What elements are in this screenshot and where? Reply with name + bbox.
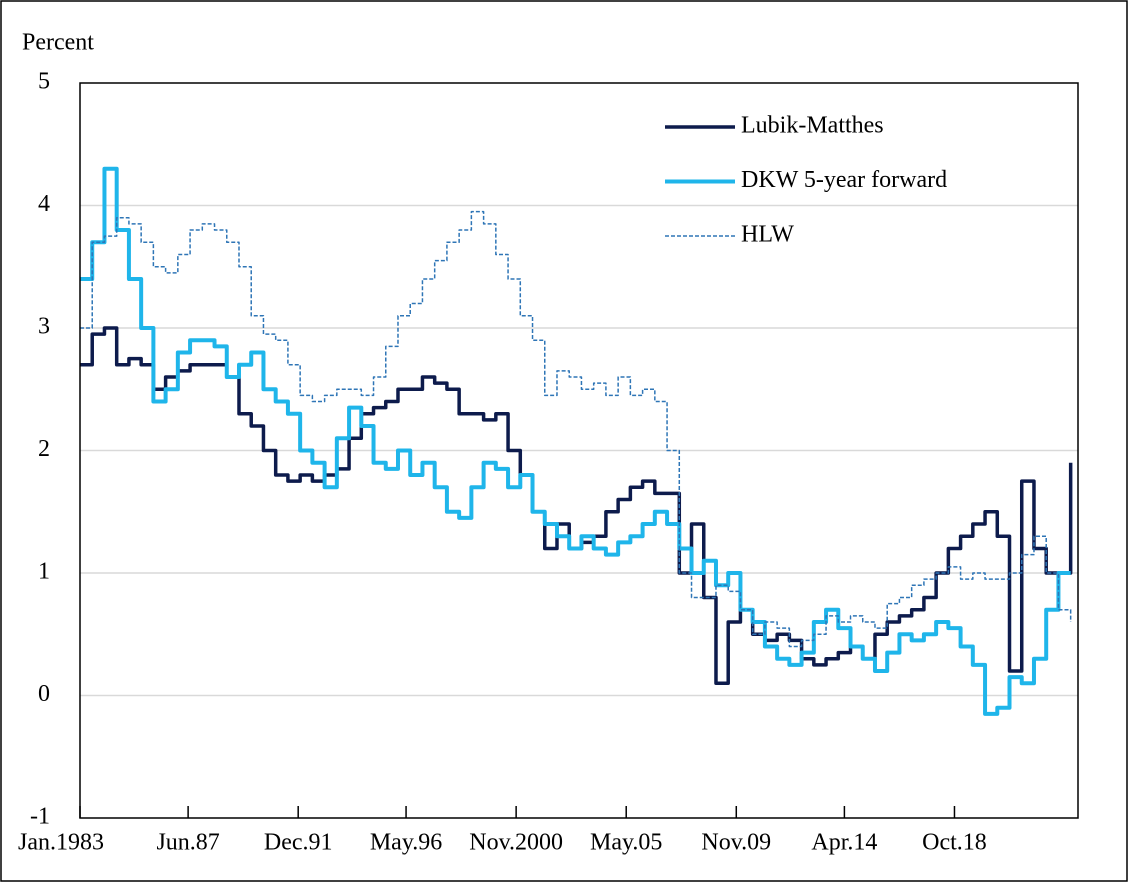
y-tick-label: -1 [30, 804, 50, 830]
y-tick-label: 1 [38, 559, 50, 585]
x-tick-label: Nov.09 [701, 830, 771, 856]
x-tick-label: Nov.2000 [469, 830, 563, 856]
y-tick-label: 2 [38, 436, 50, 462]
y-tick-label: 4 [38, 191, 50, 217]
y-tick-label: 0 [38, 681, 50, 707]
legend-label: HLW [741, 222, 794, 248]
x-tick-label: Jan.1983 [18, 830, 104, 856]
series-line [80, 166, 1071, 716]
series-line [80, 210, 1072, 648]
x-tick-label: Jun.87 [156, 830, 219, 856]
y-tick-label: 5 [38, 69, 50, 95]
legend-label: Lubik-Matthes [741, 113, 884, 139]
x-tick-label: Apr.14 [811, 830, 877, 856]
plot-frame [79, 82, 1079, 819]
legend-label: DKW 5-year forward [741, 167, 947, 193]
x-tick-label: May.96 [370, 830, 442, 856]
x-tick-label: Oct.18 [922, 830, 987, 856]
y-tick-label: 3 [38, 314, 50, 340]
y-axis-label: Percent [22, 30, 94, 56]
x-tick-label: Dec.91 [264, 830, 333, 856]
x-tick-label: May.05 [590, 830, 662, 856]
